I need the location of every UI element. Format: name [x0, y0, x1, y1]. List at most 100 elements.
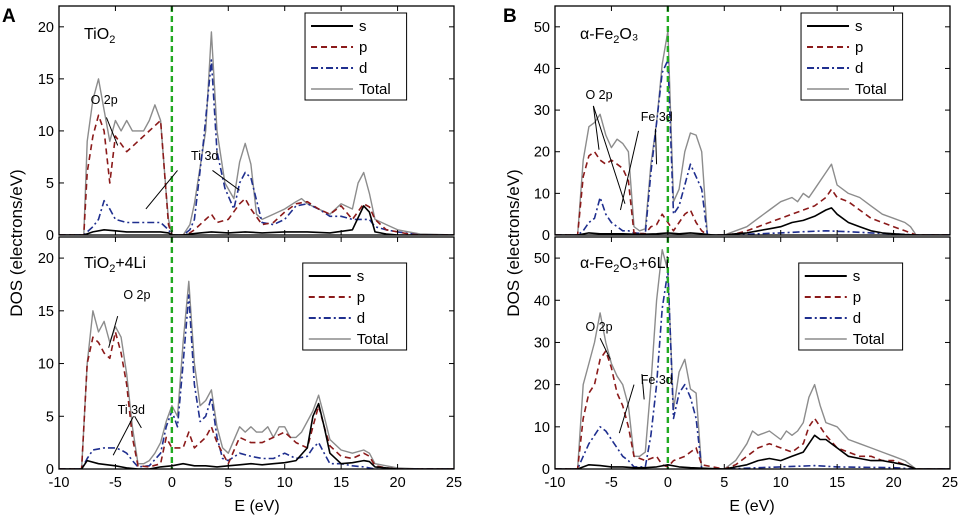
y-tick-label: 20 [38, 20, 54, 36]
annotation-label: Fe 3d [641, 110, 673, 124]
annotation-pointer [592, 105, 600, 150]
series-line-p [555, 150, 950, 235]
legend-label-d: d [357, 310, 365, 327]
annotation-pointer [108, 315, 119, 348]
x-tick-label: 10 [773, 475, 789, 491]
y-tick-label: 10 [38, 357, 54, 373]
annotation-label: Fe 3d [641, 373, 673, 387]
legend-label-total: Total [855, 81, 887, 98]
x-tick-label: -10 [49, 475, 70, 491]
subplot-title: TiO2 [84, 26, 115, 46]
panel-letter-a: A [2, 6, 16, 27]
x-tick-label: 25 [446, 475, 462, 491]
annotation-label: Ti 3d [191, 149, 218, 163]
annotation-pointer [145, 170, 178, 210]
y-tick-label: 15 [38, 304, 54, 320]
annotation-pointer [641, 374, 645, 400]
annotation-pointer [654, 128, 658, 165]
y-tick-label: 0 [542, 462, 550, 478]
y-tick-label: 0 [46, 462, 54, 478]
y-tick-label: 20 [38, 251, 54, 267]
plot-frame [554, 236, 951, 470]
y-tick-label: 0 [542, 228, 550, 244]
legend-label-p: p [359, 39, 367, 56]
panel-letter-b: B [503, 6, 517, 27]
x-tick-label: 15 [333, 475, 349, 491]
annotation-pointer [105, 117, 119, 146]
legend-label-s: s [359, 18, 367, 35]
x-tick-label: 20 [390, 475, 406, 491]
y-tick-label: 40 [534, 61, 550, 77]
annotation-label: O 2p [91, 93, 118, 107]
legend-label-d: d [359, 60, 367, 77]
x-tick-label: -10 [545, 475, 566, 491]
annotation-pointer [112, 416, 134, 456]
x-axis-label-b: E (eV) [729, 498, 774, 515]
series-line-d [555, 59, 950, 235]
y-tick-label: 0 [46, 228, 54, 244]
annotation-label: Ti 3d [118, 403, 145, 417]
y-tick-label: 5 [46, 409, 54, 425]
legend-box [304, 12, 408, 101]
plot-frame [58, 236, 455, 470]
x-axis-label-a: E (eV) [234, 498, 279, 515]
y-tick-label: 40 [534, 293, 550, 309]
y-tick-label: 10 [38, 124, 54, 140]
annotation-pointer [212, 170, 240, 191]
plot-frame [58, 5, 455, 236]
legend-label-total: Total [359, 81, 391, 98]
y-tick-label: 5 [46, 176, 54, 192]
y-axis-label-a: DOS (electrons/eV) [7, 169, 26, 316]
subplot-a-bottom: 0 5 10 15 20 -10 -5 0 5 10 15 20 25 TiO2+4Li spd Total O… [38, 236, 462, 491]
annotation-label: O 2p [585, 320, 612, 334]
annotation-pointer [618, 384, 635, 434]
x-tick-label: -5 [109, 475, 122, 491]
series-line-p [555, 350, 950, 469]
annotation-pointer [619, 130, 640, 211]
series-line-total [59, 280, 454, 469]
subplot-title: α-Fe2O₃+6Li [580, 255, 669, 275]
legend-label-p: p [853, 289, 861, 306]
annotation-label: O 2p [585, 88, 612, 102]
x-tick-label: 25 [942, 475, 958, 491]
y-axis-label-b: DOS (electrons/eV) [504, 169, 523, 316]
subplot-title: α-Fe2O₃ [580, 26, 638, 46]
series-line-p [59, 114, 454, 235]
x-tick-label: 0 [168, 475, 176, 491]
legend-label-d: d [855, 60, 863, 77]
series-line-total [555, 30, 950, 235]
x-tick-label: 0 [664, 475, 672, 491]
series-line-s [555, 207, 950, 235]
legend-label-s: s [855, 18, 863, 35]
legend-label-p: p [357, 289, 365, 306]
y-tick-label: 10 [534, 186, 550, 202]
x-tick-label: 15 [829, 475, 845, 491]
annotation-label: O 2p [123, 288, 150, 302]
x-tick-label: 5 [224, 475, 232, 491]
y-tick-label: 30 [534, 335, 550, 351]
x-tick-label: 20 [886, 475, 902, 491]
series-line-s [555, 434, 950, 469]
y-tick-label: 30 [534, 103, 550, 119]
y-tick-label: 20 [534, 145, 550, 161]
y-tick-label: 20 [534, 378, 550, 394]
series-line-d [59, 294, 454, 469]
series-line-total [59, 31, 454, 235]
legend-box [798, 262, 904, 351]
subplot-a-top: 0 5 10 15 20 TiO2 spd Total O 2p Ti 3d [38, 5, 455, 244]
series-line-s [59, 205, 454, 235]
legend-label-total: Total [853, 331, 885, 348]
legend-box [302, 262, 408, 351]
legend-label-d: d [853, 310, 861, 327]
x-tick-label: 5 [720, 475, 728, 491]
series-line-total [555, 248, 950, 469]
legend-label-p: p [855, 39, 863, 56]
y-tick-label: 15 [38, 72, 54, 88]
subplot-b-bottom: 0 10 20 30 40 50 -10 -5 0 5 10 15 20 25 α-Fe2O₃+6Li spd… [534, 236, 958, 491]
subplot-title: TiO2+4Li [84, 255, 146, 275]
plot-frame [554, 5, 951, 236]
legend-label-s: s [853, 268, 861, 285]
legend-label-s: s [357, 268, 365, 285]
y-tick-label: 10 [534, 420, 550, 436]
